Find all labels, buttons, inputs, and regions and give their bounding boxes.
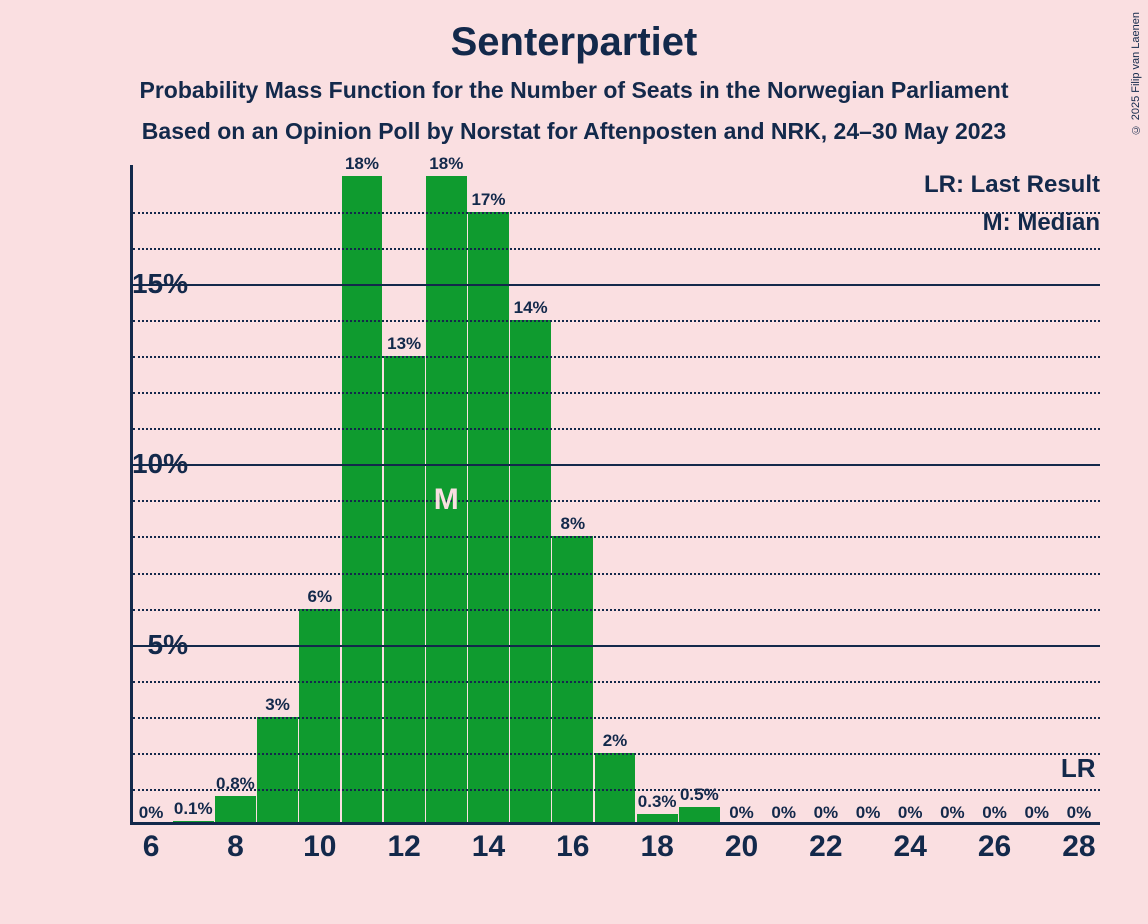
bar-value-label: 0.8% bbox=[216, 774, 255, 794]
grid-minor bbox=[133, 428, 1100, 430]
x-tick-label: 10 bbox=[303, 830, 336, 864]
bar-value-label: 0% bbox=[729, 803, 754, 823]
grid-minor bbox=[133, 212, 1100, 214]
bar-value-label: 0% bbox=[856, 803, 881, 823]
bar-value-label: 0% bbox=[940, 803, 965, 823]
bar-value-label: 0% bbox=[139, 803, 164, 823]
bar-value-label: 14% bbox=[514, 298, 548, 318]
grid-minor bbox=[133, 500, 1100, 502]
bar bbox=[468, 212, 509, 825]
chart-area: LR: Last Result M: Median 5%10%15%0%0.1%… bbox=[70, 165, 1110, 885]
bar-value-label: 0% bbox=[814, 803, 839, 823]
bar-value-label: 0.3% bbox=[638, 792, 677, 812]
chart-title: Senterpartiet bbox=[0, 0, 1148, 65]
bar-value-label: 0% bbox=[982, 803, 1007, 823]
y-tick-label: 5% bbox=[70, 629, 188, 661]
bar-value-label: 3% bbox=[265, 695, 290, 715]
x-tick-label: 6 bbox=[143, 830, 160, 864]
x-tick-label: 24 bbox=[894, 830, 927, 864]
grid-minor bbox=[133, 717, 1100, 719]
x-tick-label: 28 bbox=[1062, 830, 1095, 864]
grid-minor bbox=[133, 248, 1100, 250]
x-tick-label: 16 bbox=[556, 830, 589, 864]
x-tick-label: 8 bbox=[227, 830, 244, 864]
grid-major bbox=[133, 645, 1100, 647]
grid-minor bbox=[133, 681, 1100, 683]
grid-minor bbox=[133, 356, 1100, 358]
grid-minor bbox=[133, 753, 1100, 755]
y-tick-label: 10% bbox=[70, 448, 188, 480]
chart-subtitle-2: Based on an Opinion Poll by Norstat for … bbox=[0, 118, 1148, 145]
chart-subtitle-1: Probability Mass Function for the Number… bbox=[0, 77, 1148, 104]
x-tick-label: 18 bbox=[640, 830, 673, 864]
median-marker: M bbox=[434, 483, 459, 517]
bar-value-label: 8% bbox=[561, 514, 586, 534]
bar-value-label: 2% bbox=[603, 731, 628, 751]
last-result-marker: LR bbox=[1061, 753, 1096, 784]
grid-minor bbox=[133, 536, 1100, 538]
bar-value-label: 0.5% bbox=[680, 785, 719, 805]
bar-value-label: 17% bbox=[471, 190, 505, 210]
bar-value-label: 18% bbox=[429, 154, 463, 174]
bar-value-label: 0% bbox=[1067, 803, 1092, 823]
bar-value-label: 13% bbox=[387, 334, 421, 354]
x-tick-label: 22 bbox=[809, 830, 842, 864]
grid-minor bbox=[133, 789, 1100, 791]
grid-minor bbox=[133, 392, 1100, 394]
bar-value-label: 0% bbox=[898, 803, 923, 823]
bar-value-label: 0% bbox=[771, 803, 796, 823]
x-tick-label: 20 bbox=[725, 830, 758, 864]
grid-minor bbox=[133, 573, 1100, 575]
grid-minor bbox=[133, 609, 1100, 611]
bar-value-label: 0% bbox=[1024, 803, 1049, 823]
plot-region bbox=[130, 165, 1100, 825]
grid-major bbox=[133, 284, 1100, 286]
grid-minor bbox=[133, 320, 1100, 322]
bar-value-label: 6% bbox=[307, 587, 332, 607]
x-tick-label: 14 bbox=[472, 830, 505, 864]
copyright-text: © 2025 Filip van Laenen bbox=[1130, 12, 1142, 135]
bar bbox=[257, 717, 298, 825]
bar-value-label: 0.1% bbox=[174, 799, 213, 819]
grid-major bbox=[133, 464, 1100, 466]
x-tick-label: 26 bbox=[978, 830, 1011, 864]
bar-value-label: 18% bbox=[345, 154, 379, 174]
y-tick-label: 15% bbox=[70, 268, 188, 300]
y-axis bbox=[130, 165, 133, 825]
x-tick-label: 12 bbox=[387, 830, 420, 864]
bar bbox=[215, 796, 256, 825]
